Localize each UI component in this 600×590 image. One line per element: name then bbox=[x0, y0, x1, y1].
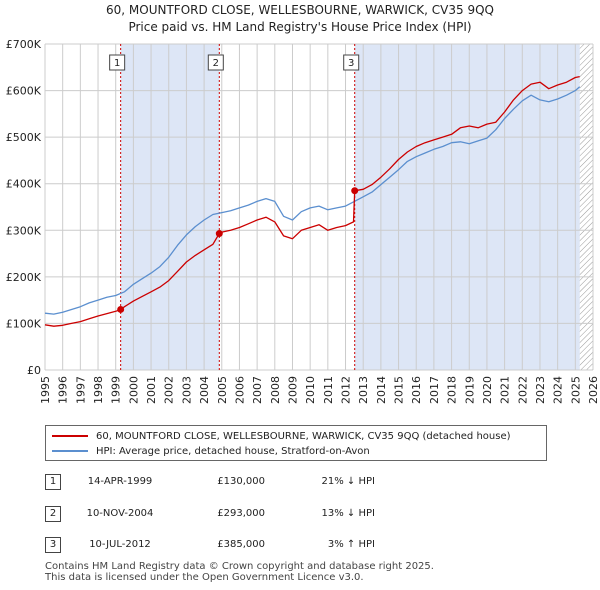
x-tick-label: 2000 bbox=[127, 376, 140, 404]
y-tick-label: £600K bbox=[6, 85, 42, 98]
x-tick-label: 2025 bbox=[569, 376, 582, 404]
y-tick-label: £500K bbox=[6, 131, 42, 144]
x-tick-label: 1995 bbox=[39, 376, 52, 404]
footer-licence: This data is licensed under the Open Gov… bbox=[45, 572, 364, 583]
legend-item-property: 60, MOUNTFORD CLOSE, WELLESBOURNE, WARWI… bbox=[52, 429, 511, 443]
transaction-number: 3 bbox=[45, 537, 61, 553]
transaction-price: £293,000 bbox=[217, 508, 265, 519]
x-tick-label: 1997 bbox=[74, 376, 87, 404]
x-tick-label: 2009 bbox=[286, 376, 299, 404]
y-tick-label: £100K bbox=[6, 317, 42, 330]
sale-label-number: 2 bbox=[213, 58, 219, 69]
sale-label-number: 1 bbox=[114, 58, 120, 69]
legend-swatch-property bbox=[52, 435, 88, 437]
x-tick-label: 2014 bbox=[375, 376, 388, 404]
transaction-price: £130,000 bbox=[217, 476, 265, 487]
footer-notice: Contains HM Land Registry data © Crown c… bbox=[45, 561, 434, 583]
y-tick-label: £700K bbox=[6, 38, 42, 51]
x-tick-label: 2019 bbox=[463, 376, 476, 404]
transaction-number: 1 bbox=[45, 474, 61, 490]
transaction-number: 2 bbox=[45, 506, 61, 522]
x-tick-label: 1998 bbox=[92, 376, 105, 404]
x-tick-label: 2015 bbox=[393, 376, 406, 404]
x-tick-label: 2002 bbox=[163, 376, 176, 404]
x-tick-label: 2003 bbox=[180, 376, 193, 404]
sale-label-number: 3 bbox=[348, 58, 354, 69]
x-tick-label: 2007 bbox=[251, 376, 264, 404]
x-tick-label: 2010 bbox=[304, 376, 317, 404]
footer-copyright: Contains HM Land Registry data © Crown c… bbox=[45, 561, 434, 572]
x-tick-label: 2012 bbox=[340, 376, 353, 404]
chart-title-line2: Price paid vs. HM Land Registry's House … bbox=[128, 20, 472, 34]
x-tick-label: 1999 bbox=[110, 376, 123, 404]
sale-label-box bbox=[207, 54, 224, 71]
x-tick-label: 2006 bbox=[233, 376, 246, 404]
x-tick-label: 1996 bbox=[57, 376, 70, 404]
x-tick-label: 2020 bbox=[481, 376, 494, 404]
sale-label-box bbox=[343, 54, 360, 71]
sale-label-box bbox=[109, 54, 126, 71]
x-tick-label: 2023 bbox=[534, 376, 547, 404]
transaction-date: 10-JUL-2012 bbox=[89, 539, 151, 550]
y-tick-label: £400K bbox=[6, 178, 42, 191]
y-tick-label: £200K bbox=[6, 271, 42, 284]
y-tick-label: £300K bbox=[6, 224, 42, 237]
x-tick-label: 2008 bbox=[269, 376, 282, 404]
legend-swatch-hpi bbox=[52, 450, 88, 452]
transaction-price: £385,000 bbox=[217, 539, 265, 550]
price-chart: 1 2 3 £0 £100K £200K £300K £400K £500K £600K £700… bbox=[6, 38, 600, 404]
x-tick-label: 2022 bbox=[516, 376, 529, 404]
y-tick-label: £0 bbox=[27, 364, 41, 377]
sale-point bbox=[215, 230, 223, 238]
series-line-property bbox=[44, 75, 580, 327]
sale-point bbox=[351, 187, 359, 195]
shaded-period bbox=[354, 44, 580, 370]
x-tick-label: 2017 bbox=[428, 376, 441, 404]
hatched-forecast-region bbox=[579, 44, 593, 370]
transaction-hpi-change: 3% ↑ HPI bbox=[327, 539, 375, 550]
legend-label-property: 60, MOUNTFORD CLOSE, WELLESBOURNE, WARWI… bbox=[96, 430, 511, 442]
x-tick-label: 2018 bbox=[446, 376, 459, 404]
x-tick-label: 2021 bbox=[499, 376, 512, 404]
sale-point bbox=[117, 305, 125, 313]
x-tick-label: 2026 bbox=[587, 376, 600, 404]
x-tick-label: 2011 bbox=[322, 376, 335, 404]
x-tick-label: 2016 bbox=[410, 376, 423, 404]
transaction-hpi-change: 21% ↓ HPI bbox=[321, 476, 375, 487]
x-tick-label: 2013 bbox=[357, 376, 370, 404]
legend-item-hpi: HPI: Average price, detached house, Stra… bbox=[52, 444, 370, 458]
series-line-hpi bbox=[44, 86, 581, 315]
shaded-period bbox=[120, 44, 220, 370]
legend-label-hpi: HPI: Average price, detached house, Stra… bbox=[96, 445, 370, 457]
x-tick-label: 2001 bbox=[145, 376, 158, 404]
chart-title-line1: 60, MOUNTFORD CLOSE, WELLESBOURNE, WARWI… bbox=[106, 3, 494, 17]
transaction-date: 14-APR-1999 bbox=[87, 476, 153, 487]
chart-legend: 60, MOUNTFORD CLOSE, WELLESBOURNE, WARWI… bbox=[45, 425, 547, 461]
x-tick-label: 2024 bbox=[552, 376, 565, 404]
transaction-hpi-change: 13% ↓ HPI bbox=[321, 508, 375, 519]
x-tick-label: 2004 bbox=[198, 376, 211, 404]
x-tick-label: 2005 bbox=[216, 376, 229, 404]
transaction-date: 10-NOV-2004 bbox=[86, 508, 154, 519]
